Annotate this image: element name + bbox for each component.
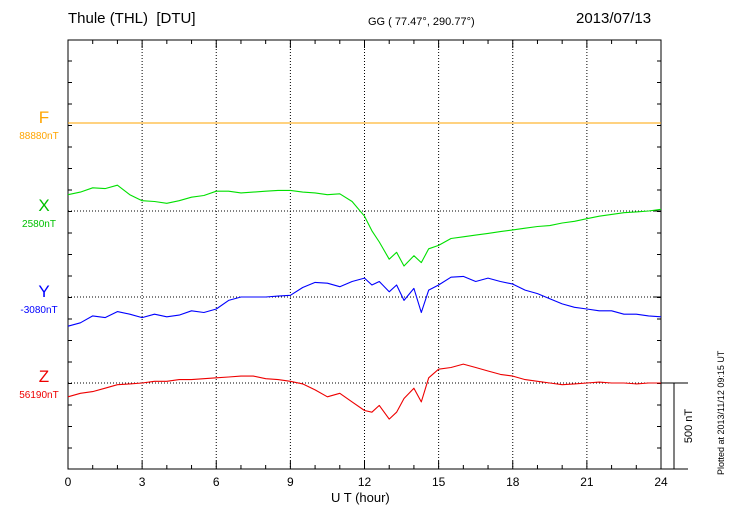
- baseline-z: 56190nT: [19, 390, 59, 401]
- x-tick-label-18: 18: [506, 475, 520, 489]
- geo-coordinates: GG ( 77.47°, 290.77°): [368, 16, 475, 28]
- label-f: F: [38, 108, 50, 127]
- x-tick-label-24: 24: [654, 475, 668, 489]
- baseline-x: 2580nT: [22, 219, 56, 230]
- station-title: Thule (THL) [DTU]: [68, 10, 196, 27]
- x-axis-title: U T (hour): [331, 490, 390, 505]
- chart-date: 2013/07/13: [576, 10, 652, 27]
- scale-bar-label: 500 nT: [683, 409, 695, 444]
- plot-frame: [67, 39, 662, 470]
- label-z: Z: [38, 367, 50, 386]
- x-tick-label-12: 12: [358, 475, 372, 489]
- x-tick-label-15: 15: [432, 475, 446, 489]
- baseline-y: -3080nT: [20, 305, 58, 316]
- series-line-z: [67, 363, 661, 420]
- x-tick-label-6: 6: [213, 475, 220, 489]
- label-x: X: [38, 196, 50, 215]
- label-y: Y: [38, 282, 50, 301]
- plotted-timestamp: Plotted at 2013/11/12 09:15 UT: [716, 350, 726, 475]
- x-tick-label-0: 0: [65, 475, 72, 489]
- series-line-y: [67, 275, 662, 327]
- baseline-f: 88880nT: [19, 131, 59, 142]
- x-tick-label-9: 9: [287, 475, 294, 489]
- x-tick-label-3: 3: [139, 475, 146, 489]
- x-tick-label-21: 21: [580, 475, 594, 489]
- series-line-x: [67, 184, 662, 267]
